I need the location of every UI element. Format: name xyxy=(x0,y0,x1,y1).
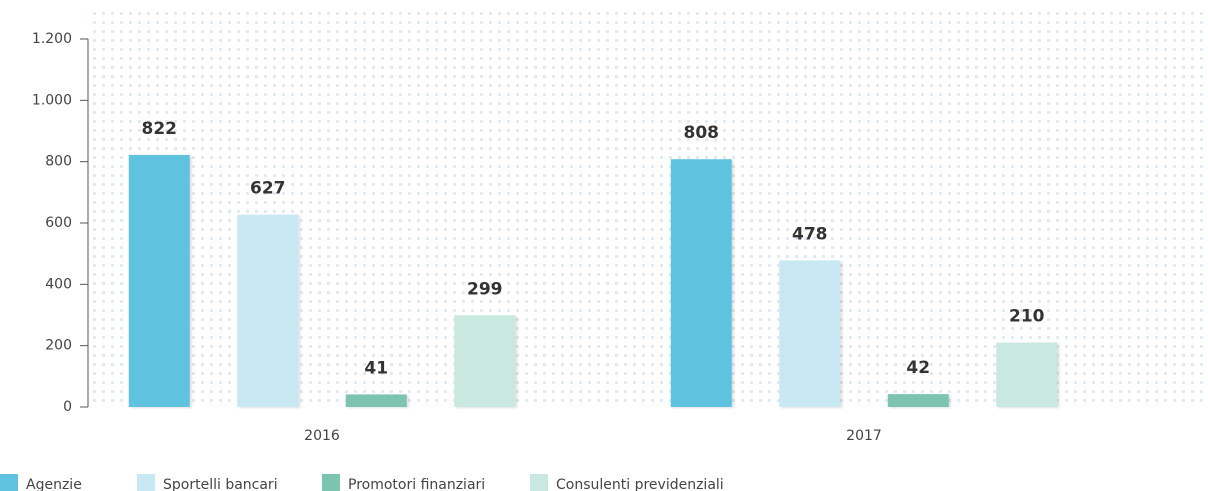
bar xyxy=(454,315,516,407)
y-tick-label: 200 xyxy=(45,338,72,354)
value-label: 478 xyxy=(792,224,828,244)
value-label: 627 xyxy=(250,179,286,199)
value-label: 822 xyxy=(142,119,178,139)
value-label: 42 xyxy=(906,358,930,378)
legend-label: Consulenti previdenziali xyxy=(556,477,724,491)
value-label: 41 xyxy=(364,358,388,378)
x-tick-label: 2017 xyxy=(846,428,882,444)
x-tick-label: 2016 xyxy=(304,428,340,444)
legend-label: Sportelli bancari xyxy=(163,477,278,491)
value-label: 808 xyxy=(684,123,720,143)
y-tick-label: 1.000 xyxy=(32,92,72,108)
legend-swatch xyxy=(322,474,340,491)
bar xyxy=(996,342,1058,407)
legend-label: Agenzie xyxy=(26,477,82,491)
legend-label: Promotori finanziari xyxy=(348,477,485,491)
legend-swatch xyxy=(530,474,548,491)
legend-swatch xyxy=(0,474,18,491)
bar xyxy=(237,214,299,407)
bar xyxy=(887,394,949,407)
bar xyxy=(670,159,732,407)
y-tick-label: 600 xyxy=(45,215,72,231)
y-tick-label: 400 xyxy=(45,276,72,292)
value-label: 210 xyxy=(1009,307,1045,327)
bar xyxy=(128,154,190,407)
bar xyxy=(345,394,407,407)
y-tick-label: 800 xyxy=(45,154,72,170)
bar xyxy=(779,260,841,407)
y-tick-label: 0 xyxy=(63,399,72,415)
legend-swatch xyxy=(137,474,155,491)
y-tick-label: 1.200 xyxy=(32,31,72,47)
value-label: 299 xyxy=(467,279,503,299)
